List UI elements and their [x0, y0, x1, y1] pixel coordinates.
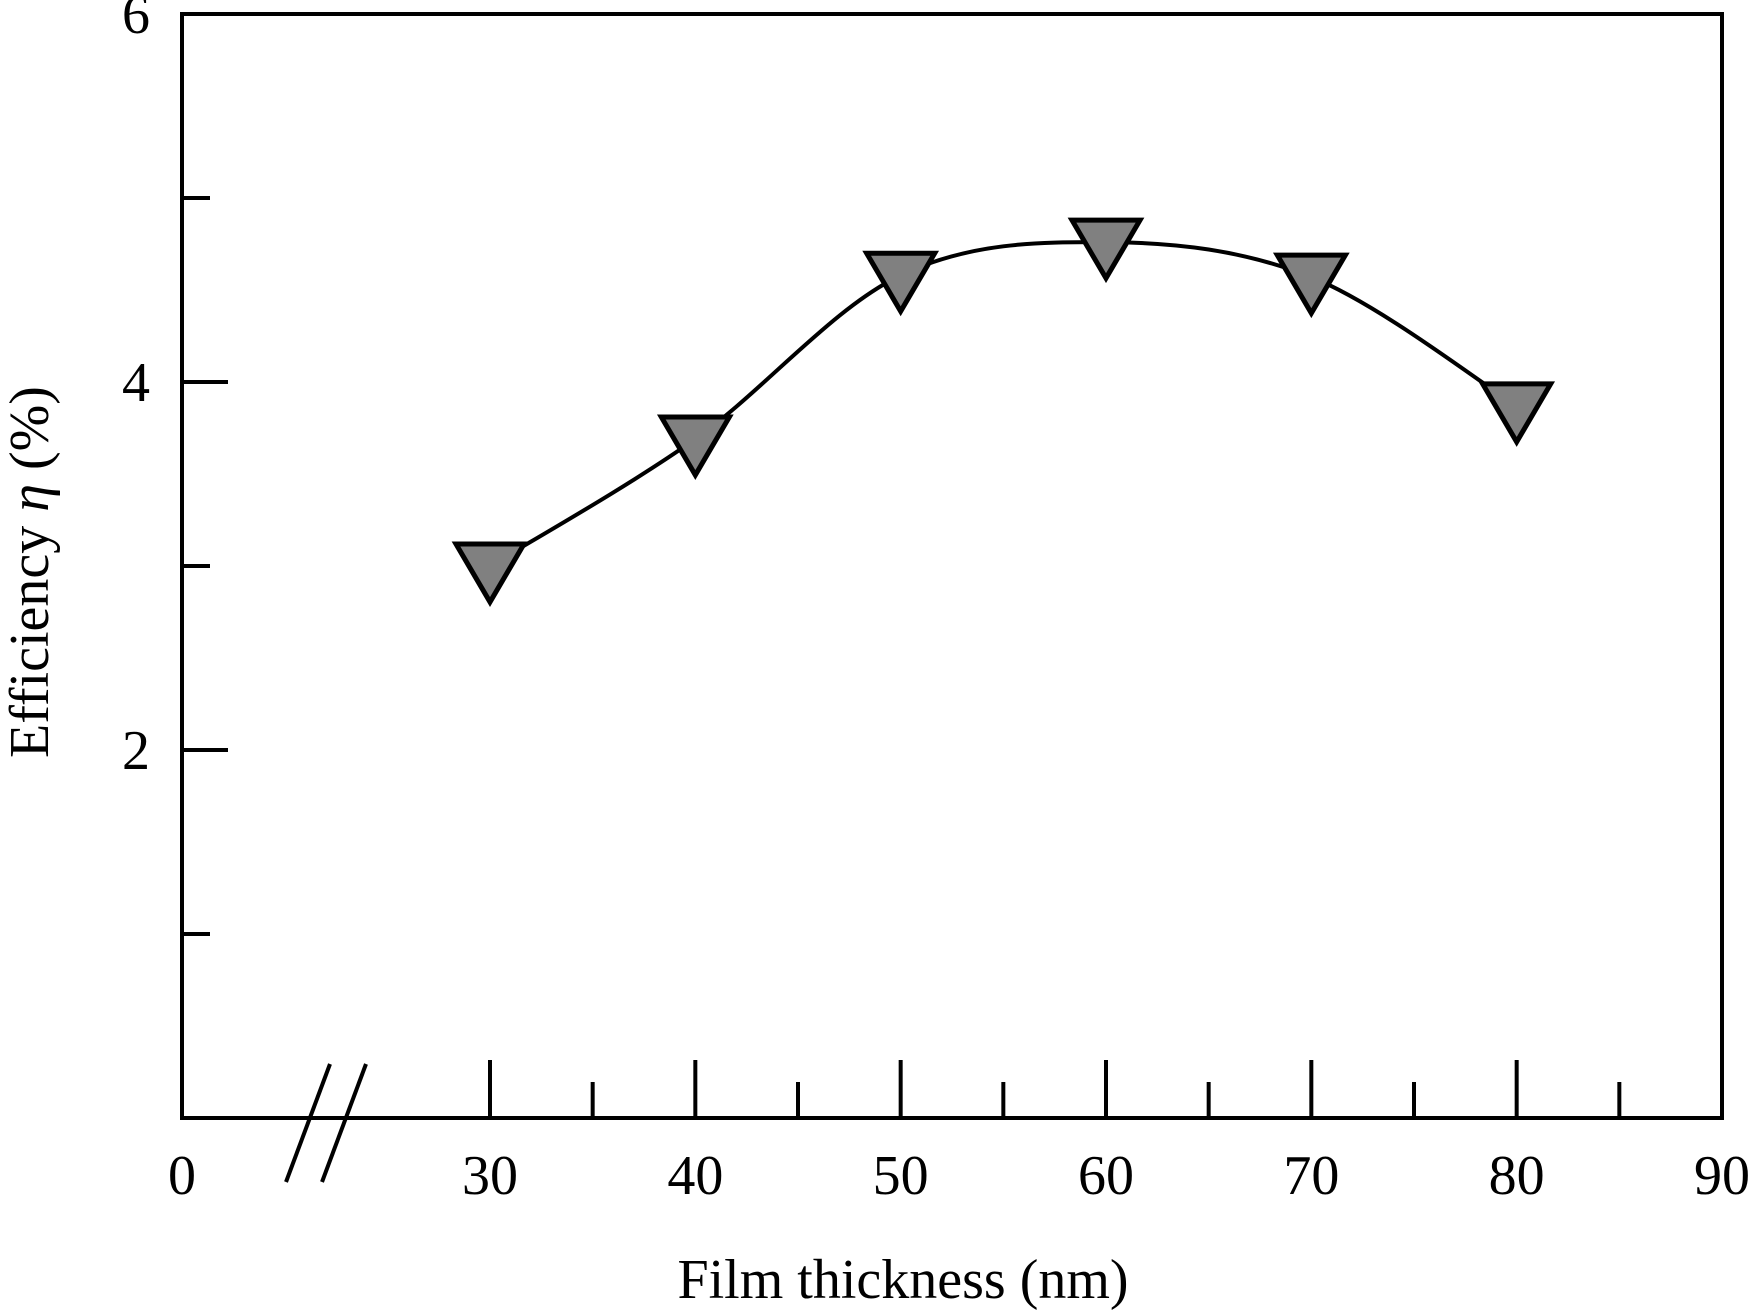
fit-curve — [488, 240, 1518, 568]
plot-frame — [180, 12, 1724, 1183]
x-tick-label: 80 — [1489, 1145, 1545, 1207]
data-point-marker — [1272, 252, 1350, 319]
y-axis-label-suffix: (%) — [0, 386, 61, 484]
axis-break-mark — [284, 1063, 332, 1183]
data-markers — [451, 217, 1556, 607]
axis-break-mark — [320, 1063, 368, 1183]
data-point-marker — [656, 414, 734, 480]
x-tick-label: 50 — [873, 1145, 929, 1207]
y-tick-label: 2 — [122, 720, 150, 782]
x-tick-label: 0 — [168, 1145, 196, 1207]
x-tick-label: 30 — [462, 1145, 518, 1207]
x-tick-label: 90 — [1694, 1145, 1750, 1207]
x-axis-label: Film thickness (nm) — [677, 1249, 1128, 1311]
data-point-marker — [1478, 381, 1556, 447]
x-tick-label: 40 — [667, 1145, 723, 1207]
y-tick-label: 6 — [122, 0, 150, 46]
axis-ticks — [182, 196, 1622, 1118]
y-axis-label-symbol: η — [0, 484, 61, 512]
data-point-marker — [451, 541, 529, 607]
x-tick-label: 70 — [1283, 1145, 1339, 1207]
data-point-marker — [862, 250, 940, 317]
y-axis-label-prefix: Efficiency — [0, 512, 61, 758]
data-point-marker — [1067, 217, 1145, 284]
y-axis-label: Efficiency η (%) — [0, 386, 61, 758]
x-tick-label: 60 — [1078, 1145, 1134, 1207]
fit-curve-layer — [488, 240, 1518, 568]
y-tick-label: 4 — [122, 352, 150, 414]
